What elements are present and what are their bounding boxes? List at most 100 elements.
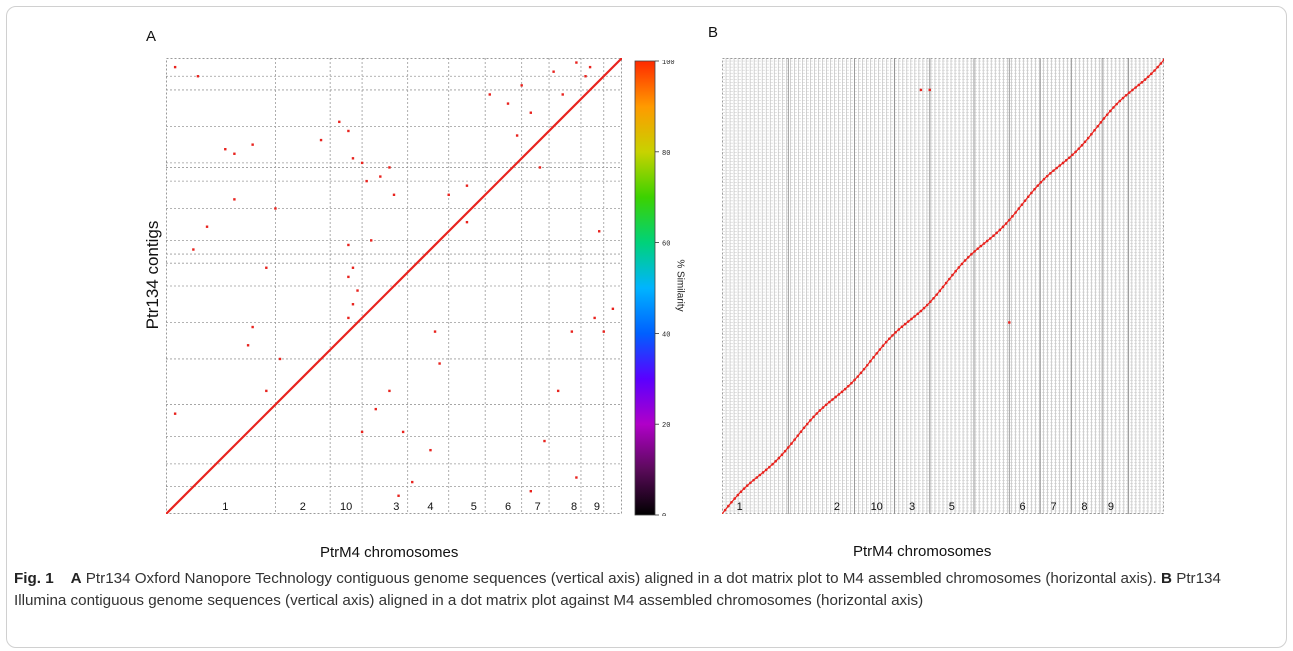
alignment-point — [465, 184, 469, 187]
caption-label: Fig. 1 — [14, 570, 54, 587]
alignment-point — [205, 225, 209, 228]
panel-a-plot-area: 1 2 10 3 4 5 6 7 8 9 — [166, 58, 622, 514]
alignment-point — [411, 480, 414, 484]
caption-a-letter: A — [70, 570, 82, 587]
alignment-point — [265, 266, 268, 269]
x-tick-label: 4 — [427, 501, 433, 513]
x-tick-label: 6 — [1019, 501, 1025, 513]
alignment-point — [529, 111, 532, 114]
colorbar-tick-label: 60 — [662, 241, 670, 249]
alignment-point — [251, 325, 254, 329]
x-tick-label: 10 — [340, 501, 352, 513]
alignment-point — [575, 61, 578, 64]
figure-frame — [6, 6, 1287, 648]
alignment-point — [388, 166, 391, 169]
alignment-point — [447, 193, 450, 196]
alignment-point — [538, 166, 542, 169]
panel-a-label: A — [146, 28, 157, 45]
x-tick-label: 5 — [949, 501, 955, 513]
alignment-point — [598, 230, 601, 233]
alignment-point — [278, 357, 282, 361]
alignment-point — [438, 362, 441, 365]
alignment-point — [401, 430, 405, 434]
alignment-point — [584, 75, 587, 78]
alignment-point — [319, 138, 323, 142]
alignment-point — [379, 175, 382, 178]
alignment-point — [928, 88, 931, 92]
alignment-point — [351, 266, 355, 269]
panel-b-plot-area: 1 2 10 3 5 6 7 8 9 — [722, 58, 1164, 514]
alignment-point — [374, 407, 377, 411]
alignment-point — [570, 330, 574, 333]
alignment-point — [429, 448, 432, 452]
alignment-point — [192, 248, 195, 251]
x-tick-label: 6 — [505, 501, 511, 513]
alignment-point — [356, 289, 359, 292]
alignment-point — [233, 198, 236, 201]
panel-a-dotplot: 1 2 10 3 4 5 6 7 8 9 — [166, 58, 622, 514]
alignment-point — [265, 389, 268, 393]
alignment-point — [506, 102, 510, 105]
alignment-point — [919, 88, 923, 92]
alignment-point — [611, 307, 615, 310]
alignment-point — [465, 220, 469, 224]
x-tick-label: 10 — [871, 501, 883, 513]
colorbar-tick-label: 40 — [662, 331, 670, 339]
colorbar-tick-label: 80 — [662, 150, 670, 158]
colorbar-tick-label: 100 — [662, 60, 675, 67]
x-tick-label: 8 — [1081, 501, 1087, 513]
alignment-point — [274, 207, 277, 210]
x-tick-label: 8 — [571, 501, 577, 513]
alignment-point — [543, 439, 546, 443]
caption-a-text: Ptr134 Oxford Nanopore Technology contig… — [81, 570, 1161, 587]
alignment-point — [173, 412, 177, 415]
alignment-point — [1008, 321, 1011, 324]
alignment-point — [520, 84, 523, 87]
alignment-point — [392, 193, 396, 196]
alignment-point — [347, 316, 350, 320]
caption-b-text: Ptr134 Illumina contiguous genome sequen… — [14, 570, 1221, 609]
alignment-point — [515, 134, 519, 137]
alignment-point — [196, 75, 200, 78]
alignment-point — [556, 389, 560, 393]
alignment-point — [360, 161, 364, 165]
alignment-point — [351, 303, 355, 306]
alignment-point — [561, 93, 564, 96]
alignment-point — [224, 148, 227, 151]
figure-caption: Fig. 1 A Ptr134 Oxford Nanopore Technolo… — [14, 568, 1244, 612]
alignment-point — [360, 430, 364, 434]
panel-a-xlabel: PtrM4 chromosomes — [320, 544, 459, 561]
alignment-point — [365, 179, 368, 183]
alignment-point — [433, 330, 437, 333]
alignment-point — [552, 70, 555, 73]
panel-b-xlabel: PtrM4 chromosomes — [853, 543, 992, 560]
alignment-point — [246, 344, 250, 347]
colorbar-gradient — [634, 60, 656, 516]
alignment-point — [588, 65, 592, 69]
alignment-point — [347, 275, 350, 279]
alignment-point — [347, 243, 350, 247]
alignment-point — [488, 93, 491, 96]
alignment-point — [388, 389, 391, 393]
x-tick-label: 9 — [1108, 501, 1114, 513]
colorbar-tick-label: 20 — [662, 422, 670, 430]
colorbar-label: % Similarity — [674, 259, 686, 312]
alignment-point — [233, 152, 236, 155]
alignment-point — [529, 490, 532, 493]
x-tick-label: 2 — [300, 501, 306, 513]
alignment-diagonal — [166, 58, 622, 514]
caption-b-letter: B — [1161, 570, 1172, 587]
x-tick-label: 1 — [737, 501, 743, 513]
panel-a-ylabel: Ptr134 contigs — [143, 220, 162, 330]
panel-b-label: B — [708, 24, 719, 41]
alignment-point — [602, 330, 605, 333]
similarity-colorbar: 0 20 40 60 80 100 — [634, 59, 680, 521]
alignment-point — [575, 476, 578, 479]
alignment-diagonal — [722, 59, 1164, 514]
alignment-point — [251, 143, 254, 146]
alignment-point — [351, 157, 355, 160]
alignment-point — [397, 494, 400, 497]
alignment-point — [173, 65, 177, 69]
alignment-point — [338, 120, 341, 124]
alignment-point — [370, 239, 373, 242]
